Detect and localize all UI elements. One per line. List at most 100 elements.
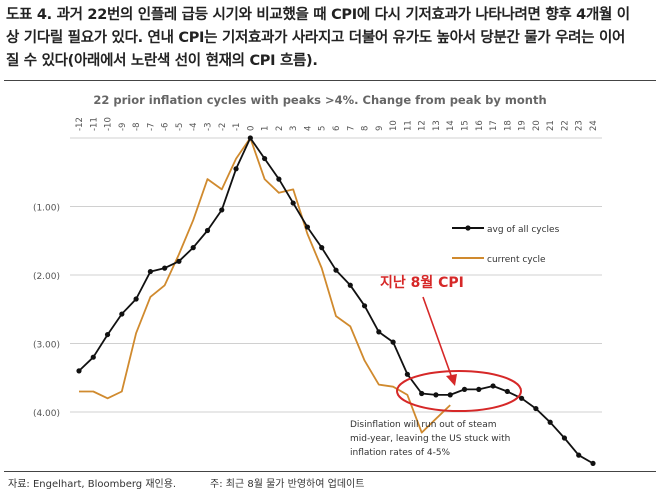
x-tick-label: 17 — [489, 120, 499, 131]
x-tick-label: 7 — [346, 126, 356, 131]
x-tick-label: 8 — [361, 126, 371, 131]
series-point — [276, 176, 282, 182]
x-tick-label: -12 — [75, 117, 85, 131]
series-point — [90, 354, 96, 360]
chart-note: Disinflation will run out of steam mid-y… — [350, 420, 510, 458]
series-point — [119, 311, 125, 317]
x-tick-label: -1 — [232, 123, 242, 131]
highlight-arrow-shaft — [422, 296, 453, 379]
legend-label-current: current cycle — [487, 255, 546, 265]
series-point — [376, 329, 382, 335]
series-point — [104, 331, 111, 338]
x-tick-label: 5 — [318, 126, 328, 131]
x-tick-label: 6 — [332, 126, 342, 131]
x-tick-label: 18 — [503, 120, 513, 131]
series-point — [576, 452, 582, 458]
series-point — [247, 135, 253, 141]
series-point — [561, 435, 568, 441]
series-point — [404, 371, 410, 377]
footer-divider — [4, 471, 656, 472]
x-tick-label: 15 — [461, 120, 471, 131]
y-tick-label: (3.00) — [33, 341, 60, 351]
x-tick-label: 0 — [246, 126, 256, 131]
x-tick-label: 21 — [546, 120, 556, 131]
highlight-annotation: 지난 8월 CPI — [380, 274, 522, 412]
x-tick-label: 4 — [303, 126, 313, 131]
highlight-ellipse — [396, 370, 522, 412]
series-point — [76, 368, 82, 374]
x-tick-label: 10 — [389, 120, 399, 131]
chart-title: 22 prior inflation cycles with peaks >4%… — [93, 93, 546, 107]
x-tick-label: -8 — [132, 123, 142, 131]
x-tick-label: 12 — [418, 120, 428, 131]
series-point — [347, 282, 353, 288]
series-point — [461, 386, 468, 392]
series-point — [319, 245, 325, 251]
series-point — [133, 296, 139, 302]
series-point — [219, 207, 225, 213]
x-tick-label: -2 — [218, 123, 228, 131]
series-point — [204, 227, 211, 234]
x-tick-label: -10 — [104, 117, 114, 131]
series-point — [290, 200, 296, 206]
caption-line-2: 상 기다릴 필요가 있다. 연내 CPI는 기저효과가 사라지고 더불어 유가도… — [6, 30, 626, 46]
series-line-avg-of-all-cycles — [78, 137, 594, 465]
x-tick-label: 3 — [289, 126, 299, 131]
x-tick-label: 14 — [446, 120, 456, 131]
series-point — [390, 339, 396, 345]
series-point — [361, 303, 368, 309]
x-tick-label: 2 — [275, 126, 285, 131]
series-point — [590, 460, 596, 466]
x-tick-label: -3 — [204, 123, 214, 131]
series-point — [262, 155, 268, 162]
footer-note: 주: 최근 8월 물가 반영하여 업데이트 — [210, 479, 365, 490]
x-tick-label: 20 — [532, 120, 542, 131]
y-gridlines — [70, 137, 602, 413]
x-tick-label: -11 — [89, 117, 99, 131]
note-line-1: Disinflation will run out of steam — [350, 420, 496, 430]
series-point — [433, 392, 439, 398]
series-point — [447, 392, 453, 398]
x-tick-label: 13 — [432, 120, 442, 131]
y-tick-label: (2.00) — [33, 272, 60, 282]
x-tick-label: 16 — [475, 120, 485, 131]
x-tick-label: 22 — [560, 120, 570, 131]
y-tick-label: (4.00) — [33, 409, 60, 419]
footer-source: 자료: Engelhart, Bloomberg 재인용. — [8, 479, 177, 490]
y-tick-label: (1.00) — [33, 204, 60, 214]
series-point — [504, 388, 510, 395]
x-tick-label: 9 — [375, 126, 385, 131]
series-point — [233, 166, 239, 172]
caption-line-3: 질 수 있다(아래에서 노란색 선이 현재의 CPI 흐름). — [6, 53, 318, 69]
x-tick-label: 24 — [589, 120, 599, 131]
x-tick-label: -9 — [118, 123, 128, 131]
legend-label-avg: avg of all cycles — [487, 225, 560, 235]
legend-marker-avg — [465, 225, 471, 231]
series-point — [419, 390, 425, 397]
highlight-label: 지난 8월 CPI — [380, 274, 464, 291]
series-point — [190, 245, 196, 251]
figure-caption: 도표 4. 과거 22번의 인플레 급등 시기와 비교했을 때 CPI에 다시 … — [6, 4, 646, 73]
series-point — [162, 265, 168, 271]
series-point — [547, 419, 553, 425]
caption-divider — [4, 80, 656, 81]
series-line-current-cycle — [79, 137, 451, 434]
x-tick-label: -7 — [146, 123, 156, 131]
x-tick-label: 23 — [575, 120, 585, 131]
x-tick-label: 11 — [403, 120, 413, 131]
x-tick-label: -6 — [161, 123, 171, 131]
x-tick-label: -4 — [189, 123, 199, 131]
y-axis-tick-labels: (1.00) (2.00) (3.00) (4.00) — [33, 204, 60, 420]
series-point — [519, 395, 525, 401]
note-line-3: inflation rates of 4-5% — [350, 448, 451, 458]
note-line-2: mid-year, leaving the US stuck with — [350, 434, 510, 444]
series-point — [490, 383, 496, 389]
highlight-arrowhead — [446, 374, 457, 386]
series-point — [533, 405, 539, 412]
series-point — [147, 268, 153, 275]
caption-line-1: 도표 4. 과거 22번의 인플레 급등 시기와 비교했을 때 CPI에 다시 … — [6, 7, 630, 23]
series-point — [176, 258, 182, 264]
series-point — [304, 224, 311, 230]
